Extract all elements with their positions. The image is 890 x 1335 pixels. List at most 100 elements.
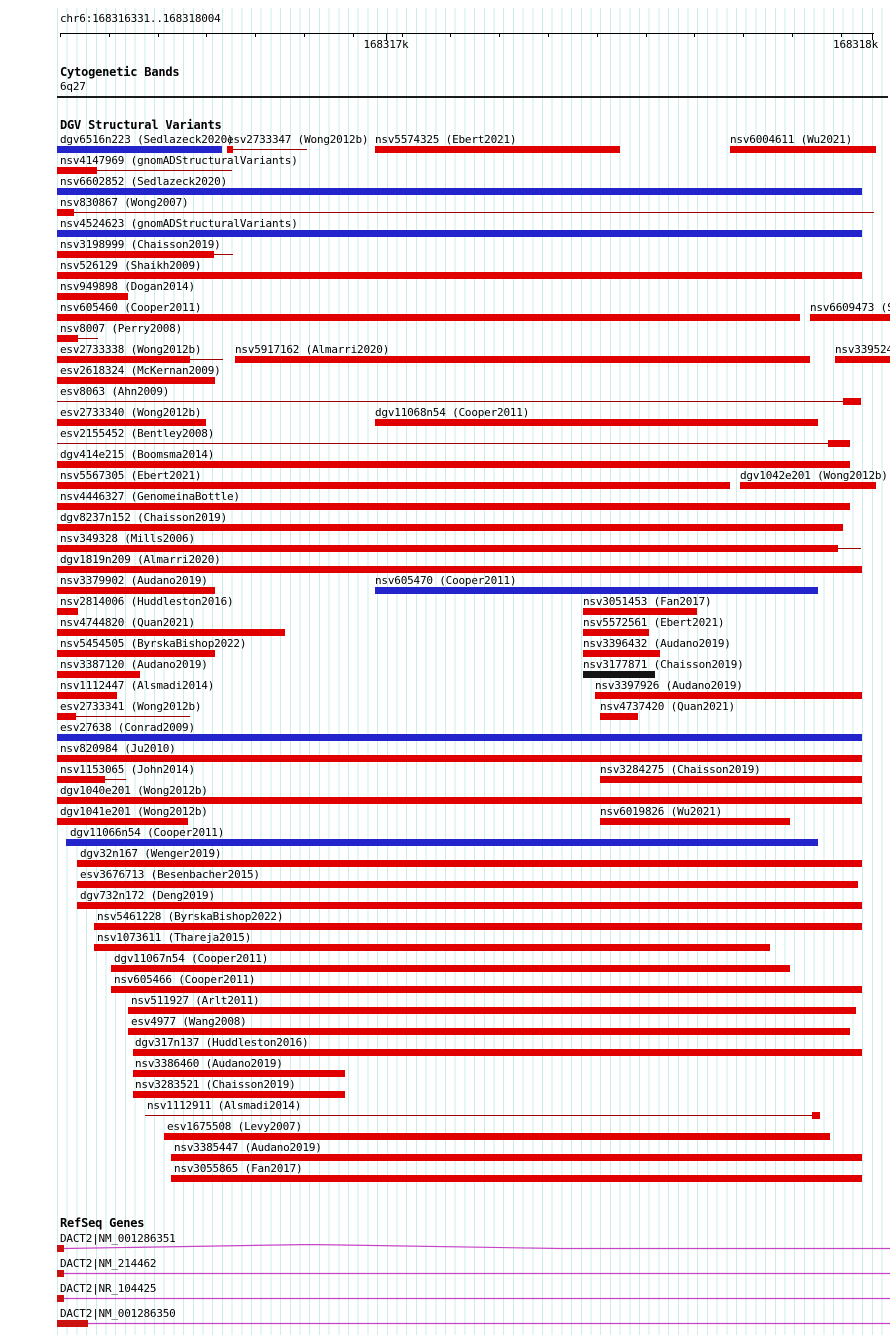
variant-label[interactable]: dgv6516n223 (Sedlazeck2020): [60, 133, 234, 146]
variant-bar[interactable]: [835, 356, 890, 363]
variant-bar[interactable]: [57, 587, 215, 594]
variant-bar[interactable]: [583, 671, 655, 678]
variant-label[interactable]: esv2733341 (Wong2012b): [60, 700, 202, 713]
variant-bar[interactable]: [57, 671, 140, 678]
variant-label[interactable]: esv8063 (Ahn2009): [60, 385, 170, 398]
variant-label[interactable]: dgv32n167 (Wenger2019): [80, 847, 222, 860]
variant-label[interactable]: nsv3396432 (Audano2019): [583, 637, 731, 650]
variant-label[interactable]: nsv5454505 (ByrskaBishop2022): [60, 637, 247, 650]
variant-bar[interactable]: [171, 1175, 862, 1182]
variant-label[interactable]: nsv820984 (Ju2010): [60, 742, 176, 755]
variant-bar[interactable]: [57, 797, 862, 804]
variant-bar[interactable]: [57, 230, 862, 237]
variant-label[interactable]: nsv1112911 (Alsmadi2014): [147, 1099, 302, 1112]
cytoband-label[interactable]: 6q27: [60, 80, 86, 93]
variant-label[interactable]: nsv605470 (Cooper2011): [375, 574, 517, 587]
gene-model[interactable]: [0, 1269, 890, 1281]
variant-label[interactable]: esv1675508 (Levy2007): [167, 1120, 302, 1133]
variant-label[interactable]: dgv317n137 (Huddleston2016): [135, 1036, 309, 1049]
variant-bar[interactable]: [57, 251, 214, 258]
variant-bar[interactable]: [128, 1028, 850, 1035]
variant-label[interactable]: esv2618324 (McKernan2009): [60, 364, 221, 377]
variant-label[interactable]: nsv4446327 (GenomeinaBottle): [60, 490, 240, 503]
variant-bar[interactable]: [94, 944, 770, 951]
variant-bar[interactable]: [77, 902, 862, 909]
variant-label[interactable]: nsv3051453 (Fan2017): [583, 595, 712, 608]
variant-label[interactable]: dgv11066n54 (Cooper2011): [70, 826, 225, 839]
variant-label[interactable]: dgv414e215 (Boomsma2014): [60, 448, 215, 461]
variant-label[interactable]: nsv4744820 (Quan2021): [60, 616, 195, 629]
variant-label[interactable]: nsv3387120 (Audano2019): [60, 658, 208, 671]
variant-label[interactable]: esv27638 (Conrad2009): [60, 721, 195, 734]
variant-bar[interactable]: [810, 314, 890, 321]
variant-bar[interactable]: [57, 650, 215, 657]
variant-label[interactable]: nsv3379902 (Audano2019): [60, 574, 208, 587]
variant-bar[interactable]: [57, 692, 117, 699]
variant-label[interactable]: dgv11068n54 (Cooper2011): [375, 406, 530, 419]
variant-bar[interactable]: [171, 1154, 862, 1161]
variant-label[interactable]: nsv1153065 (John2014): [60, 763, 195, 776]
variant-label[interactable]: nsv3198999 (Chaisson2019): [60, 238, 221, 251]
variant-label[interactable]: esv2733340 (Wong2012b): [60, 406, 202, 419]
variant-label[interactable]: nsv5461228 (ByrskaBishop2022): [97, 910, 284, 923]
variant-bar[interactable]: [57, 629, 285, 636]
variant-label[interactable]: dgv1042e201 (Wong2012b): [740, 469, 888, 482]
variant-bar[interactable]: [740, 482, 876, 489]
variant-bar[interactable]: [57, 776, 105, 783]
variant-label[interactable]: nsv5917162 (Almarri2020): [235, 343, 390, 356]
gene-model[interactable]: [0, 1244, 890, 1256]
variant-label[interactable]: nsv605466 (Cooper2011): [114, 973, 256, 986]
variant-label[interactable]: dgv11067n54 (Cooper2011): [114, 952, 269, 965]
variant-bar[interactable]: [600, 776, 862, 783]
variant-bar[interactable]: [57, 419, 206, 426]
variant-bar[interactable]: [57, 356, 190, 363]
variant-bar[interactable]: [57, 314, 800, 321]
variant-label[interactable]: nsv3283521 (Chaisson2019): [135, 1078, 296, 1091]
variant-label[interactable]: nsv5572561 (Ebert2021): [583, 616, 725, 629]
variant-label[interactable]: nsv4524623 (gnomADStructuralVariants): [60, 217, 298, 230]
variant-label[interactable]: nsv3055865 (Fan2017): [174, 1162, 303, 1175]
variant-bar[interactable]: [57, 209, 74, 216]
gene-label[interactable]: DACT2|NM_214462: [60, 1257, 157, 1270]
variant-label[interactable]: nsv830867 (Wong2007): [60, 196, 189, 209]
variant-label[interactable]: nsv3177871 (Chaisson2019): [583, 658, 744, 671]
variant-label[interactable]: esv3676713 (Besenbacher2015): [80, 868, 260, 881]
variant-label[interactable]: nsv6609473 (Se: [810, 301, 890, 314]
variant-bar[interactable]: [57, 734, 862, 741]
variant-label[interactable]: esv2155452 (Bentley2008): [60, 427, 215, 440]
variant-bar[interactable]: [600, 818, 790, 825]
variant-bar[interactable]: [57, 377, 215, 384]
variant-bar[interactable]: [111, 965, 790, 972]
variant-bar[interactable]: [133, 1049, 862, 1056]
gene-label[interactable]: DACT2|NM_001286350: [60, 1307, 176, 1320]
variant-bar[interactable]: [57, 188, 862, 195]
variant-label[interactable]: dgv8237n152 (Chaisson2019): [60, 511, 227, 524]
variant-label[interactable]: nsv5574325 (Ebert2021): [375, 133, 517, 146]
variant-bar[interactable]: [583, 608, 697, 615]
variant-label[interactable]: nsv6019826 (Wu2021): [600, 805, 723, 818]
variant-label[interactable]: dgv1041e201 (Wong2012b): [60, 805, 208, 818]
variant-label[interactable]: nsv5567305 (Ebert2021): [60, 469, 202, 482]
variant-bar[interactable]: [111, 986, 862, 993]
variant-bar[interactable]: [57, 293, 128, 300]
variant-label[interactable]: nsv2814006 (Huddleston2016): [60, 595, 234, 608]
variant-bar[interactable]: [583, 650, 660, 657]
variant-label[interactable]: nsv4147969 (gnomADStructuralVariants): [60, 154, 298, 167]
variant-bar[interactable]: [57, 482, 730, 489]
variant-bar[interactable]: [164, 1133, 830, 1140]
variant-label[interactable]: nsv3284275 (Chaisson2019): [600, 763, 761, 776]
variant-bar[interactable]: [730, 146, 876, 153]
variant-bar[interactable]: [77, 860, 862, 867]
variant-bar[interactable]: [57, 755, 862, 762]
gene-model[interactable]: [0, 1319, 890, 1331]
variant-bar[interactable]: [57, 545, 838, 552]
variant-bar[interactable]: [57, 272, 862, 279]
variant-label[interactable]: nsv349328 (Mills2006): [60, 532, 195, 545]
variant-bar[interactable]: [57, 524, 843, 531]
variant-label[interactable]: nsv511927 (Arlt2011): [131, 994, 260, 1007]
gene-label[interactable]: DACT2|NM_001286351: [60, 1232, 176, 1245]
variant-bar[interactable]: [843, 398, 861, 405]
variant-bar[interactable]: [133, 1091, 345, 1098]
variant-bar[interactable]: [57, 566, 862, 573]
variant-label[interactable]: esv2733347 (Wong2012b): [227, 133, 369, 146]
